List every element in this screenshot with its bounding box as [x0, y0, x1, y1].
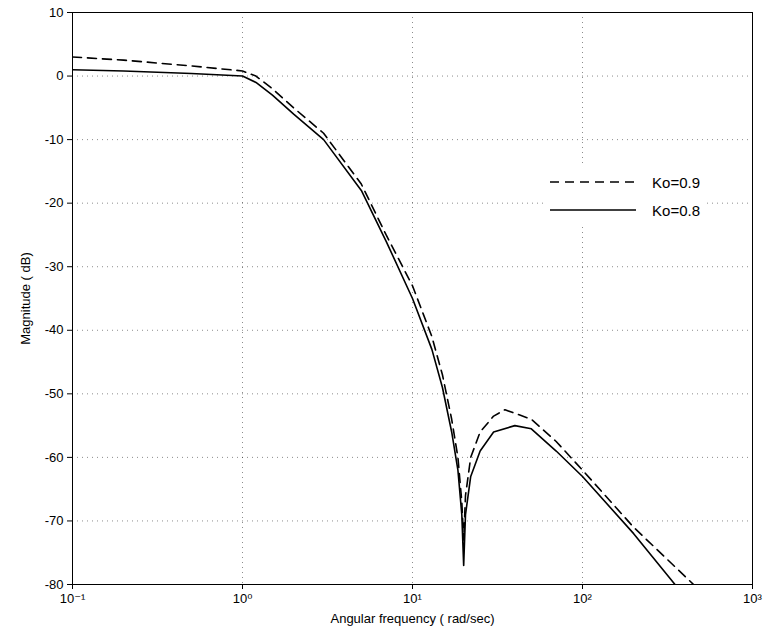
svg-text:-40: -40: [45, 322, 64, 337]
svg-text:Angular frequency ( rad/sec): Angular frequency ( rad/sec): [330, 611, 494, 626]
svg-text:-30: -30: [45, 259, 64, 274]
svg-text:0: 0: [56, 68, 63, 83]
svg-text:Magnitude ( dB): Magnitude ( dB): [18, 252, 33, 345]
html-text:Ko=0.8: Ko=0.8: [652, 201, 700, 219]
svg-text:-80: -80: [45, 577, 64, 592]
svg-text:10³: 10³: [743, 591, 762, 606]
svg-text:10¹: 10¹: [403, 591, 422, 606]
svg-text:10⁻¹: 10⁻¹: [60, 591, 86, 606]
svg-text:-20: -20: [45, 195, 64, 210]
html-text:Ko=0.9: Ko=0.9: [652, 173, 700, 191]
svg-text:-60: -60: [45, 450, 64, 465]
svg-text:-50: -50: [45, 386, 64, 401]
svg-text:-10: -10: [45, 132, 64, 147]
svg-text:10: 10: [49, 5, 63, 20]
svg-text:-70: -70: [45, 513, 64, 528]
svg-text:10²: 10²: [573, 591, 592, 606]
svg-text:10⁰: 10⁰: [233, 591, 253, 606]
